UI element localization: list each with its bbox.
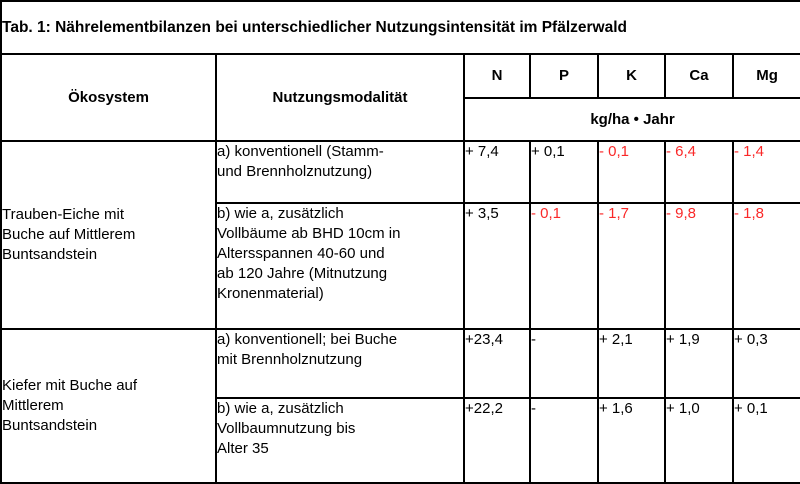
- col-header-element-n: N: [463, 53, 531, 99]
- value-2a-mg: + 0,3: [731, 328, 800, 399]
- value-2a-p: -: [529, 328, 599, 399]
- table-row: b) wie a, zusätzlich Vollbaumnutzung bis…: [1, 397, 800, 484]
- value-2b-p: -: [529, 397, 599, 484]
- value-2b-ca: + 1,0: [664, 397, 734, 484]
- col-header-element-k: K: [597, 53, 666, 99]
- table-title: Tab. 1: Nährelementbilanzen bei untersch…: [0, 0, 800, 55]
- value-2b-mg: + 0,1: [731, 397, 800, 484]
- modality-cell-1b: b) wie a, zusätzlich Vollbäume ab BHD 10…: [215, 202, 465, 330]
- value-1b-n: + 3,5: [463, 202, 531, 330]
- modality-cell-2a: a) konventionell; bei Buche mit Brennhol…: [215, 328, 465, 399]
- table-row: Trauben-Eiche mit Buche auf Mittlerem Bu…: [0, 140, 800, 330]
- ecosystem-cell-trauben-eiche: Trauben-Eiche mit Buche auf Mittlerem Bu…: [0, 140, 217, 330]
- value-2b-k: + 1,6: [597, 397, 666, 484]
- value-2a-k: + 2,1: [597, 328, 666, 399]
- value-1a-n: + 7,4: [463, 140, 531, 204]
- value-1a-ca: - 6,4: [664, 140, 734, 204]
- unit-header: kg/ha • Jahr: [462, 97, 800, 142]
- value-1a-p: + 0,1: [529, 140, 599, 204]
- ecosystem-cell-kiefer: Kiefer mit Buche auf Mittlerem Buntsands…: [0, 328, 217, 484]
- table-row: b) wie a, zusätzlich Vollbäume ab BHD 10…: [1, 202, 800, 330]
- value-2a-ca: + 1,9: [664, 328, 734, 399]
- modality-cell-1a: a) konventionell (Stamm- und Brennholznu…: [215, 140, 465, 204]
- value-1a-mg: - 1,4: [731, 140, 800, 204]
- value-1a-k: - 0,1: [597, 140, 666, 204]
- col-header-element-ca: Ca: [664, 53, 734, 99]
- table-row: Kiefer mit Buche auf Mittlerem Buntsands…: [0, 328, 800, 484]
- col-header-element-mg: Mg: [731, 53, 800, 99]
- value-1b-mg: - 1,8: [731, 202, 800, 330]
- value-2b-n: +22,2: [463, 397, 531, 484]
- col-header-ecosystem: Ökosystem: [0, 53, 217, 142]
- value-1b-k: - 1,7: [597, 202, 666, 330]
- col-header-element-p: P: [529, 53, 599, 99]
- col-header-modality: Nutzungsmodalität: [215, 53, 465, 142]
- modality-cell-2b: b) wie a, zusätzlich Vollbaumnutzung bis…: [215, 397, 465, 484]
- value-2a-n: +23,4: [463, 328, 531, 399]
- value-1b-ca: - 9,8: [664, 202, 734, 330]
- value-1b-p: - 0,1: [529, 202, 599, 330]
